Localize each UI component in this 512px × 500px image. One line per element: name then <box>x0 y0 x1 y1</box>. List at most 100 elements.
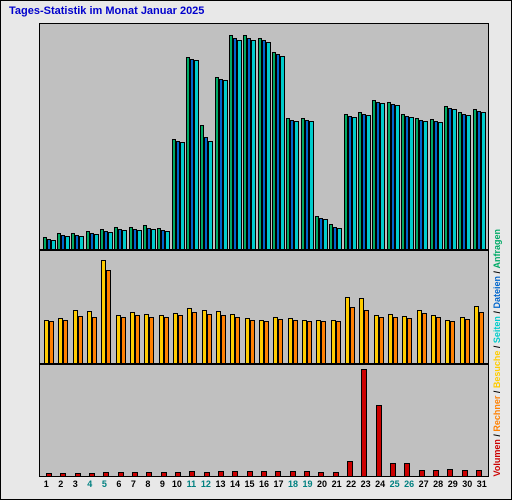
day-col <box>157 24 171 249</box>
x-tick: 10 <box>170 479 185 495</box>
day-col <box>314 24 328 249</box>
x-tick: 11 <box>184 479 199 495</box>
chart-container: Tages-Statistik im Monat Januar 2025 20 3… <box>0 0 512 500</box>
bar-rechner <box>465 319 470 363</box>
day-col <box>214 365 228 477</box>
bar-seiten <box>180 142 185 249</box>
bar-rechner <box>350 307 355 363</box>
day-col <box>99 251 113 363</box>
day-col <box>42 251 56 363</box>
x-tick: 18 <box>286 479 301 495</box>
bar-seiten <box>251 40 256 249</box>
day-col <box>128 251 142 363</box>
bar-volumen <box>60 473 66 476</box>
x-tick: 22 <box>344 479 359 495</box>
bar-rechner <box>78 316 83 362</box>
bar-seiten <box>79 236 84 249</box>
bar-volumen <box>189 471 195 476</box>
bar-volumen <box>175 472 181 476</box>
bar-rechner <box>92 317 97 363</box>
bar-seiten <box>266 42 271 249</box>
day-col <box>372 24 386 249</box>
bar-seiten <box>481 112 486 249</box>
day-col <box>128 365 142 477</box>
day-col <box>286 24 300 249</box>
day-col <box>386 365 400 477</box>
bar-volumen <box>232 471 238 476</box>
day-col <box>171 251 185 363</box>
day-col <box>386 24 400 249</box>
bar-seiten <box>51 240 56 249</box>
bar-volumen <box>103 472 109 476</box>
bar-seiten <box>108 232 113 249</box>
bar-rechner <box>178 315 183 362</box>
bar-rechner <box>379 317 384 362</box>
x-tick: 14 <box>228 479 243 495</box>
x-tick: 3 <box>68 479 83 495</box>
day-col <box>71 365 85 477</box>
day-col <box>114 365 128 477</box>
day-col <box>429 365 443 477</box>
bar-seiten <box>165 231 170 249</box>
day-col <box>85 24 99 249</box>
bar-rechner <box>450 321 455 362</box>
day-col <box>142 24 156 249</box>
day-col <box>185 251 199 363</box>
x-tick: 19 <box>300 479 315 495</box>
day-col <box>314 365 328 477</box>
day-col <box>472 24 486 249</box>
bar-seiten <box>65 236 70 249</box>
x-tick: 20 <box>315 479 330 495</box>
bar-seiten <box>280 56 285 249</box>
day-col <box>85 251 99 363</box>
bar-rechner <box>106 270 111 363</box>
bar-seiten <box>438 122 443 249</box>
x-tick: 4 <box>83 479 98 495</box>
bar-volumen <box>132 472 138 476</box>
bar-seiten <box>137 230 142 249</box>
bar-volumen <box>204 472 210 476</box>
day-col <box>429 24 443 249</box>
legend-separator: / <box>492 269 502 277</box>
bar-volumen <box>118 472 124 476</box>
day-col <box>200 251 214 363</box>
legend-separator: / <box>492 389 502 397</box>
day-col <box>271 24 285 249</box>
chart-title: Tages-Statistik im Monat Januar 2025 <box>1 1 511 19</box>
legend-item: Rechner <box>492 396 502 432</box>
panel-bottom: 235.29 MB <box>39 364 489 478</box>
bar-seiten <box>423 121 428 249</box>
bar-rechner <box>149 317 154 363</box>
day-col <box>472 365 486 477</box>
day-col <box>458 365 472 477</box>
day-col <box>142 251 156 363</box>
bar-rechner <box>264 321 269 362</box>
day-col <box>429 251 443 363</box>
x-tick: 15 <box>242 479 257 495</box>
bar-rechner <box>293 320 298 363</box>
bar-seiten <box>366 115 371 249</box>
day-col <box>157 251 171 363</box>
bar-rechner <box>49 321 54 362</box>
bar-volumen <box>318 472 324 476</box>
bar-rechner <box>250 320 255 363</box>
bar-seiten <box>452 109 457 249</box>
bar-volumen <box>275 471 281 476</box>
bar-seiten <box>395 105 400 249</box>
bar-volumen <box>361 369 367 476</box>
x-tick: 25 <box>387 479 402 495</box>
bar-rechner <box>479 312 484 363</box>
bars-row <box>40 24 488 249</box>
x-tick: 17 <box>271 479 286 495</box>
day-col <box>157 365 171 477</box>
bar-seiten <box>309 121 314 249</box>
day-col <box>271 365 285 477</box>
day-col <box>271 251 285 363</box>
bar-seiten <box>194 60 199 249</box>
bar-volumen <box>476 470 482 476</box>
day-col <box>228 251 242 363</box>
bar-rechner <box>135 315 140 362</box>
day-col <box>329 251 343 363</box>
bar-volumen <box>89 473 95 476</box>
bar-rechner <box>63 320 68 363</box>
